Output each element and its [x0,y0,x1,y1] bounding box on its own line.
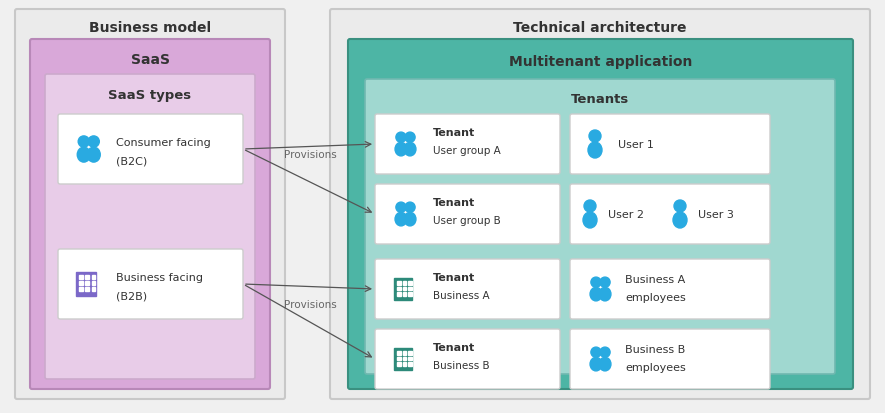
Text: User group B: User group B [433,216,501,225]
Bar [408,362,412,366]
FancyBboxPatch shape [570,259,770,319]
Circle shape [405,133,415,143]
FancyBboxPatch shape [570,185,770,244]
FancyBboxPatch shape [375,185,560,244]
Ellipse shape [404,213,416,226]
Circle shape [405,203,415,213]
Text: Technical architecture: Technical architecture [513,21,687,35]
Bar [397,357,401,360]
FancyBboxPatch shape [570,329,770,389]
Bar [76,272,96,297]
Text: employees: employees [625,292,686,302]
Text: Business B: Business B [433,360,489,370]
Circle shape [600,278,610,287]
Text: Business B: Business B [625,344,685,354]
Bar [397,362,401,366]
FancyBboxPatch shape [365,80,835,374]
Bar [397,292,401,296]
FancyBboxPatch shape [375,329,560,389]
Bar [408,292,412,296]
Bar [91,287,96,292]
Circle shape [589,131,601,142]
Circle shape [396,133,406,143]
Bar [80,282,83,285]
Circle shape [674,201,686,212]
Bar [91,275,96,279]
FancyBboxPatch shape [58,115,243,185]
FancyBboxPatch shape [30,40,270,389]
Text: Business model: Business model [88,21,211,35]
Text: Business facing: Business facing [116,272,203,282]
Bar [408,287,412,290]
Bar [408,351,412,355]
Bar [394,348,412,370]
Ellipse shape [588,142,602,159]
Bar [403,362,406,366]
Text: SaaS types: SaaS types [109,88,191,101]
Bar [403,292,406,296]
Text: User group A: User group A [433,146,501,156]
Text: (B2C): (B2C) [116,157,147,166]
Text: (B2B): (B2B) [116,291,147,301]
Circle shape [78,137,89,148]
FancyBboxPatch shape [15,10,285,399]
Text: Tenant: Tenant [433,197,475,207]
Ellipse shape [673,212,687,228]
Ellipse shape [395,213,407,226]
Circle shape [584,201,596,212]
Bar [403,357,406,360]
Text: Consumer facing: Consumer facing [116,138,211,147]
Bar [86,275,89,279]
Ellipse shape [590,357,602,371]
Text: Business A: Business A [625,274,685,284]
Bar [80,287,83,292]
Bar [394,278,412,300]
Bar [403,287,406,290]
FancyBboxPatch shape [348,40,853,389]
FancyBboxPatch shape [570,115,770,175]
Bar [403,351,406,355]
FancyBboxPatch shape [58,249,243,319]
Circle shape [396,203,406,213]
Text: Provisions: Provisions [283,150,336,159]
Ellipse shape [599,287,611,301]
Bar [91,282,96,285]
Bar [86,287,89,292]
Ellipse shape [583,212,597,228]
Ellipse shape [77,148,90,163]
Text: Provisions: Provisions [283,299,336,309]
Text: Multitenant application: Multitenant application [509,55,692,69]
Ellipse shape [599,357,611,371]
Bar [408,357,412,360]
Bar [397,351,401,355]
Text: User 2: User 2 [608,209,644,219]
Bar [80,275,83,279]
Bar [408,281,412,285]
FancyBboxPatch shape [375,115,560,175]
Bar [403,281,406,285]
Bar [397,281,401,285]
Bar [397,287,401,290]
Circle shape [600,347,610,357]
FancyBboxPatch shape [45,75,255,379]
FancyBboxPatch shape [330,10,870,399]
FancyBboxPatch shape [375,259,560,319]
Ellipse shape [87,148,100,163]
Text: Tenant: Tenant [433,128,475,138]
Text: User 3: User 3 [698,209,734,219]
Circle shape [591,347,601,357]
Ellipse shape [404,143,416,157]
Bar [86,282,89,285]
Circle shape [591,278,601,287]
Ellipse shape [590,287,602,301]
Text: employees: employees [625,362,686,372]
Text: User 1: User 1 [618,140,654,150]
Text: Tenant: Tenant [433,272,475,282]
Ellipse shape [395,143,407,157]
Text: Business A: Business A [433,290,489,300]
Text: Tenant: Tenant [433,342,475,352]
Text: SaaS: SaaS [130,53,170,67]
Text: Tenants: Tenants [571,93,629,106]
Circle shape [88,137,99,148]
